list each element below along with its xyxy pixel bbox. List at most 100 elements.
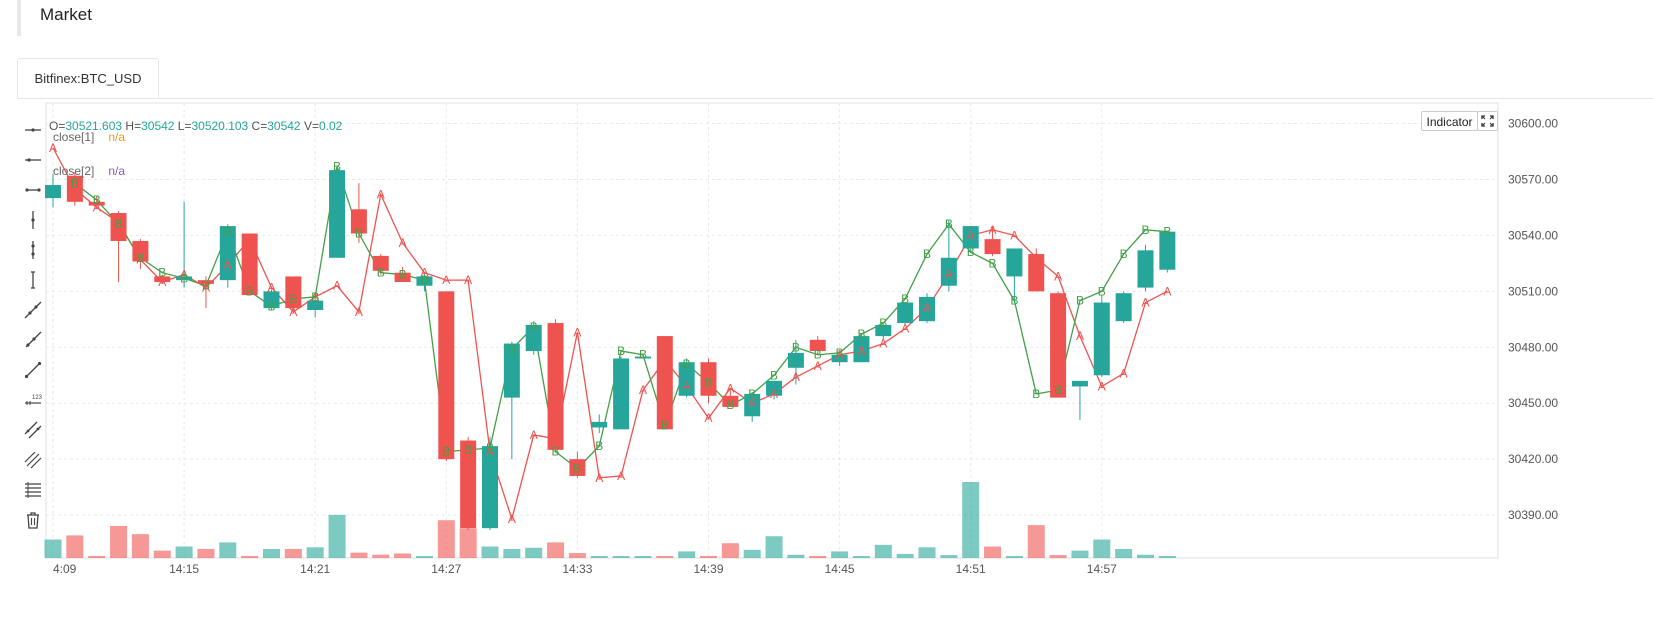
series-marker-b: B (464, 443, 472, 457)
volume-bar (678, 551, 696, 558)
series-marker-a: A (333, 279, 341, 293)
delete-drawings-tool[interactable] (19, 510, 47, 534)
series-marker-b: B (639, 348, 647, 362)
series-marker-a: A (1163, 284, 1171, 298)
series-marker-a: A (1098, 379, 1106, 393)
series-marker-b: B (1120, 247, 1128, 261)
series-marker-b: B (158, 266, 166, 280)
volume-bar (743, 549, 761, 558)
candle-body (831, 354, 848, 363)
candle-body (809, 339, 826, 352)
tab-bitfinex-btc-usd[interactable]: Bitfinex:BTC_USD (17, 58, 159, 98)
series-marker-a: A (945, 268, 953, 282)
volume-bar (984, 546, 1002, 558)
series-marker-a: A (705, 411, 713, 425)
fibonacci-tool[interactable] (19, 480, 47, 504)
series-marker-a: A (857, 344, 865, 358)
y-tick-label: 30450.00 (1508, 396, 1558, 410)
candle-body (241, 233, 258, 296)
volume-bar (721, 543, 739, 558)
series-marker-b: B (420, 273, 428, 287)
volume-bar (44, 539, 62, 558)
fullscreen-button[interactable] (1477, 111, 1498, 131)
volume-bar (437, 520, 455, 558)
candle-body (372, 255, 389, 271)
open-label: O= (49, 119, 66, 133)
candle-body (197, 280, 214, 284)
series-marker-b: B (857, 327, 865, 341)
series-marker-b: B (814, 348, 822, 362)
legend-value: n/a (108, 130, 126, 144)
horizontal-segment-tool[interactable] (19, 180, 47, 204)
y-tick-label: 30600.00 (1508, 117, 1558, 131)
candle-body (110, 213, 127, 241)
candle-body (940, 257, 957, 286)
series-marker-a: A (486, 445, 494, 459)
series-marker-b: B (136, 251, 144, 265)
series-marker-b: B (617, 344, 625, 358)
vertical-segment-tool[interactable] (19, 270, 47, 294)
series-marker-b: B (442, 445, 450, 459)
line-series-b (74, 166, 1168, 470)
series-marker-a: A (158, 275, 166, 289)
volume-bar (1137, 554, 1154, 558)
volume-bar (394, 553, 412, 558)
series-marker-a: A (748, 396, 756, 410)
vertical-ray-tool[interactable] (19, 240, 47, 264)
trend-line-tool[interactable] (19, 300, 47, 324)
price-label-tool[interactable]: 123 (19, 390, 47, 414)
trash-icon (27, 512, 39, 529)
candle-body (919, 296, 935, 322)
volume-bar (809, 555, 827, 558)
candle-body (766, 380, 783, 396)
series-marker-a: A (399, 236, 407, 250)
series-marker-a: A (530, 428, 538, 442)
series-marker-b: B (289, 292, 297, 306)
volume-bar (175, 546, 193, 558)
candle-body (1093, 302, 1110, 376)
candle-body (132, 240, 149, 262)
series-marker-b: B (224, 225, 232, 239)
indicator-button[interactable]: Indicator (1421, 111, 1478, 131)
horizontal-line-tool[interactable] (19, 120, 47, 144)
series-marker-b: B (595, 439, 603, 453)
x-tick-label: 14:39 (693, 562, 723, 576)
candle-body (700, 362, 717, 396)
volume-bar (1071, 550, 1089, 558)
candle-body (176, 276, 193, 281)
candle-body (66, 175, 83, 202)
candle-body (525, 324, 542, 352)
candle-body (1006, 248, 1023, 277)
legend-label: close[1] (53, 130, 95, 144)
volume-bar (1005, 555, 1023, 558)
candle-body (613, 358, 630, 430)
candle-body (722, 395, 739, 407)
series-marker-a: A (1142, 296, 1150, 310)
series-marker-a: A (508, 512, 516, 526)
segment-line-tool[interactable] (19, 360, 47, 384)
candle-body (787, 352, 804, 368)
horizontal-ray-tool[interactable] (19, 150, 47, 174)
chart-container: 30390.00 30420.00 30450.00 30480.00 30510.00… (17, 100, 1653, 622)
candle-body (88, 201, 105, 206)
series-marker-a: A (355, 305, 363, 319)
volume-bar (1093, 539, 1111, 558)
series-marker-b: B (573, 461, 581, 475)
candle-body (416, 276, 433, 286)
series-marker-a: A (224, 258, 232, 272)
multi-line-tool[interactable] (19, 450, 47, 474)
volume-bar (547, 542, 565, 558)
ray-line-tool[interactable] (19, 330, 47, 354)
vertical-line-tool[interactable] (19, 210, 47, 234)
horizontal-segment-icon (25, 188, 41, 192)
price-label-icon: 123 (25, 395, 43, 405)
price-chart[interactable]: 30390.00 30420.00 30450.00 30480.00 30510.00… (17, 100, 1653, 590)
volume-bar (700, 555, 717, 558)
parallel-channel-tool[interactable] (19, 420, 47, 444)
x-tick-label: 14:27 (431, 562, 461, 576)
candle-body (875, 324, 892, 337)
candle-body (394, 272, 411, 283)
series-marker-b: B (377, 266, 385, 280)
series-marker-a: A (1120, 366, 1128, 380)
x-tick-label: 14:21 (300, 562, 330, 576)
